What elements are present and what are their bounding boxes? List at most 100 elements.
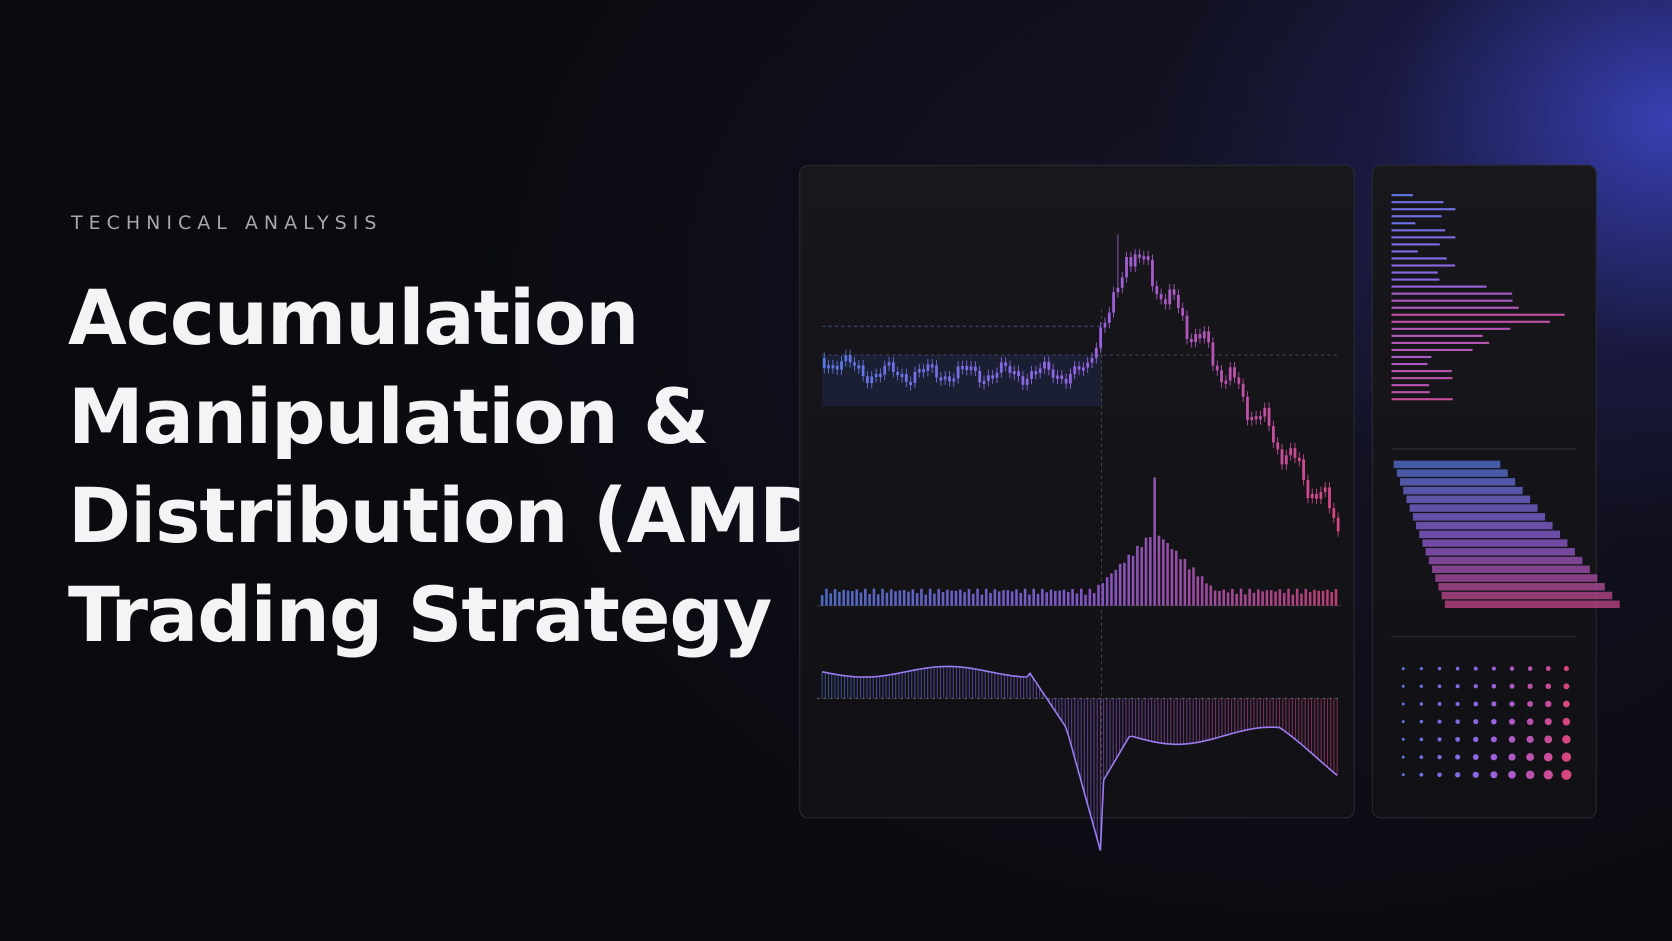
volume-bar (1110, 573, 1113, 606)
volume-bar (1088, 588, 1092, 606)
profile-bar (1391, 327, 1511, 330)
candle-body (1319, 491, 1323, 499)
volume-bar (898, 590, 902, 606)
candle-body (870, 376, 874, 384)
candle-body (883, 365, 887, 375)
volume-bar (1054, 590, 1057, 606)
profile-bar (1391, 292, 1513, 295)
volume-bar (829, 593, 833, 606)
candle-body (1073, 366, 1077, 374)
volume-bar (1205, 583, 1208, 606)
volume-bar (1092, 593, 1096, 606)
volume-bar (1140, 547, 1143, 606)
volume-bar (1123, 562, 1126, 606)
dot (1563, 666, 1569, 672)
candle-body (1086, 362, 1090, 368)
dot (1491, 666, 1496, 671)
volume-bar (1062, 589, 1066, 606)
volume-bar (1002, 590, 1005, 606)
candle-body (1241, 383, 1245, 397)
profile-bar (1391, 377, 1453, 380)
candle-body (1168, 289, 1172, 305)
candle-body (1237, 377, 1241, 384)
heat-bar (1416, 521, 1553, 530)
candle-body (879, 373, 882, 377)
volume-bar (1097, 584, 1100, 606)
candle-body (1189, 338, 1193, 343)
dot (1508, 718, 1516, 725)
volume-bar (1179, 559, 1182, 606)
volume-bar (1235, 593, 1238, 606)
candle-body (991, 375, 995, 379)
candle-body (1315, 493, 1318, 499)
volume-bar (1313, 589, 1316, 606)
main-panel (799, 164, 1355, 819)
candle-body (1120, 277, 1124, 288)
candle-body (1103, 322, 1107, 328)
candle-body (1025, 378, 1029, 385)
volume-bar (842, 589, 845, 606)
volume-bar (1006, 590, 1010, 606)
heat-bar (1419, 530, 1560, 539)
volume-bar (833, 589, 837, 606)
volume-bar (1127, 554, 1131, 606)
candle-body (1259, 416, 1262, 420)
candle-body (1202, 331, 1206, 339)
volume-bar (1304, 588, 1308, 606)
volume-bar (937, 588, 940, 606)
dot (1509, 683, 1515, 689)
dot (1490, 736, 1497, 743)
candle-body (1064, 378, 1068, 384)
volume-bar (997, 591, 1001, 606)
volume-bar (1041, 588, 1044, 606)
volume-bar (1079, 588, 1083, 606)
profile-bar (1391, 384, 1430, 387)
dot (1437, 754, 1442, 760)
candle-body (1284, 455, 1288, 465)
dot (1419, 719, 1424, 724)
profile-bar (1391, 313, 1565, 316)
dot (1437, 719, 1442, 724)
dot (1508, 770, 1516, 779)
volume-bar (1308, 592, 1312, 606)
profile-bar (1391, 229, 1446, 232)
candle-body (1172, 289, 1176, 295)
volume-bar (989, 592, 992, 606)
heat-bar (1422, 539, 1568, 547)
dot (1401, 667, 1405, 671)
volume-bar (1019, 592, 1023, 606)
heat-bar (1438, 583, 1605, 591)
dot (1437, 684, 1442, 689)
heat-bar (1412, 513, 1546, 521)
heat-bar (1432, 565, 1590, 574)
dot (1491, 701, 1497, 707)
candle-body (866, 376, 869, 384)
volume-bar (915, 593, 919, 606)
candle-body (1047, 361, 1051, 370)
volume-bar (1136, 545, 1139, 606)
candle-body (1328, 487, 1331, 509)
profile-bar (1391, 250, 1418, 253)
accumulation-zone (822, 355, 1102, 407)
dot (1401, 755, 1405, 759)
candle-body (943, 376, 947, 380)
candle-body (1099, 327, 1103, 348)
candle-body (822, 357, 826, 368)
candle-body (1138, 254, 1141, 258)
dot (1508, 736, 1516, 743)
dot (1419, 737, 1424, 742)
volume-bar (876, 594, 880, 606)
dot (1437, 702, 1442, 706)
dot (1455, 701, 1460, 707)
volume-bar (911, 589, 915, 606)
candle-body (1207, 331, 1210, 343)
candle-body (1228, 367, 1232, 381)
volume-bar (1036, 593, 1040, 606)
profile-bar (1391, 341, 1490, 344)
volume-bar (1166, 543, 1169, 606)
profile-bar (1391, 201, 1444, 204)
profile-bar (1391, 306, 1519, 309)
title-line: Distribution (AMD) (68, 471, 856, 560)
profile-bar (1391, 320, 1551, 323)
